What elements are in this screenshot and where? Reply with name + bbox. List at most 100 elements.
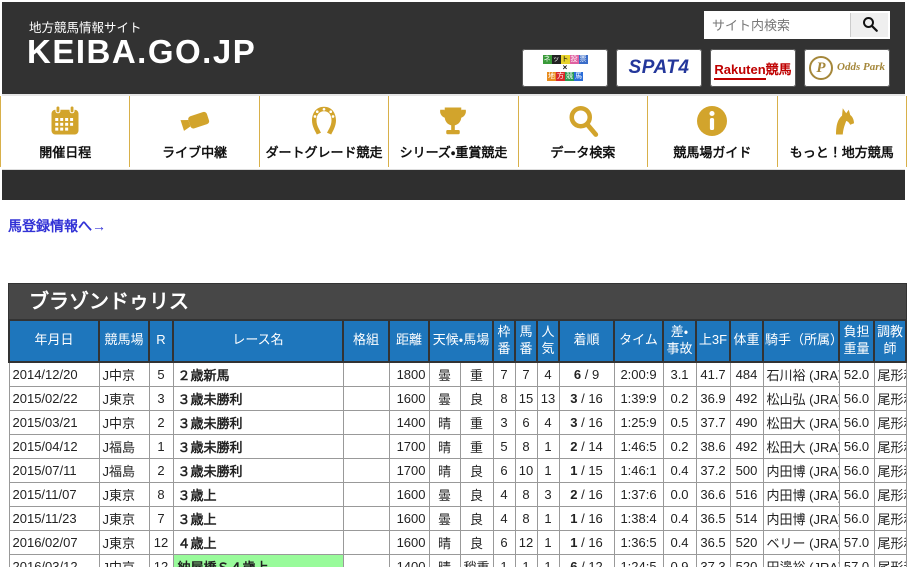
cell-margin: 0.2 bbox=[662, 385, 697, 411]
cell-time: 2:00:9 bbox=[613, 361, 664, 387]
nav-item-data-kensaku[interactable]: データ検索 bbox=[517, 96, 647, 167]
cell-frame-number: 1 bbox=[492, 553, 516, 567]
col-weather-going: 天候・馬場 bbox=[427, 319, 495, 363]
nav-item-series-jusho[interactable]: シリーズ・重賞競走 bbox=[388, 96, 517, 167]
table-row: 2015/04/12 J福島 1 ３歳未勝利 1700 晴 重 5 8 1 2 … bbox=[8, 433, 907, 459]
cell-race-number: 5 bbox=[148, 361, 174, 387]
cell-going: 重 bbox=[459, 361, 494, 387]
cell-going: 重 bbox=[459, 409, 494, 435]
cell-date: 2016/02/07 bbox=[8, 529, 100, 555]
cell-popularity: 4 bbox=[536, 361, 560, 387]
table-row: 2016/02/07 J東京 12 ４歳上 1600 晴 良 6 12 1 1 … bbox=[8, 529, 907, 555]
cell-finish: 6 / 9 bbox=[558, 361, 615, 387]
cell-frame-number: 5 bbox=[492, 433, 516, 459]
cell-going: 良 bbox=[459, 529, 494, 555]
net-vote-chihou-keiba-logo[interactable]: ネ ッ ト 投 票 × 地 方 競 馬 bbox=[522, 49, 608, 87]
nav-item-dirt-grade[interactable]: ダートグレード競走 bbox=[258, 96, 388, 167]
cell-race-name: ３歳未勝利 bbox=[172, 409, 344, 435]
cell-weather: 晴 bbox=[428, 529, 461, 555]
table-row: 2015/11/07 J東京 8 ３歳上 1600 曇 良 4 8 3 2 / … bbox=[8, 481, 907, 507]
cell-track: J東京 bbox=[98, 385, 150, 411]
horse-registration-link[interactable]: 馬登録情報へ→ bbox=[8, 218, 106, 234]
cell-last-3f: 37.7 bbox=[695, 409, 731, 435]
col-margin: 差・ 事故 bbox=[662, 319, 698, 363]
spat4-logo[interactable]: SPAT4 bbox=[616, 49, 702, 87]
cell-date: 2015/04/12 bbox=[8, 433, 100, 459]
col-race-number: R bbox=[148, 319, 174, 363]
cell-race-name: ３歳上 bbox=[172, 505, 344, 531]
cell-body-weight: 520 bbox=[729, 529, 764, 555]
rakuten-keiba-logo[interactable]: Rakuten競馬 bbox=[710, 49, 796, 87]
cell-time: 1:46:1 bbox=[613, 457, 664, 483]
magnifier-icon bbox=[565, 103, 601, 139]
cell-popularity: 3 bbox=[536, 481, 560, 507]
cell-finish: 1 / 15 bbox=[558, 457, 615, 483]
cell-margin: 3.1 bbox=[662, 361, 697, 387]
nav-item-kaisai-nittei[interactable]: 開催日程 bbox=[0, 96, 129, 167]
cell-weather: 晴 bbox=[428, 433, 461, 459]
cell-grade bbox=[342, 553, 390, 567]
cell-date: 2015/11/23 bbox=[8, 505, 100, 531]
nav-item-live-chukei[interactable]: ライブ中継 bbox=[129, 96, 258, 167]
cell-weather: 曇 bbox=[428, 361, 461, 387]
cell-track: J東京 bbox=[98, 505, 150, 531]
nav-item-motto-chihou-keiba[interactable]: もっと！地方競馬 bbox=[776, 96, 907, 167]
cell-finish: 2 / 14 bbox=[558, 433, 615, 459]
table-row: 2016/03/12 J中京 12 納屋橋Ｓ４歳上 1400 晴 稍重 1 1 … bbox=[8, 553, 907, 567]
cell-weather: 曇 bbox=[428, 385, 461, 411]
table-row: 2015/11/23 J東京 7 ３歳上 1600 曇 良 4 8 1 1 / … bbox=[8, 505, 907, 531]
cell-horse-number: 7 bbox=[514, 361, 538, 387]
horseshoe-icon bbox=[306, 103, 342, 139]
cell-date: 2014/12/20 bbox=[8, 361, 100, 387]
cell-track: J福島 bbox=[98, 433, 150, 459]
cell-distance: 1600 bbox=[388, 505, 430, 531]
cell-jockey: 内田博 (JRA) bbox=[762, 457, 840, 483]
cell-margin: 0.9 bbox=[662, 553, 697, 567]
site-logo[interactable]: KEIBA.GO.JP bbox=[27, 33, 257, 70]
cell-horse-number: 15 bbox=[514, 385, 538, 411]
cell-margin: 0.4 bbox=[662, 505, 697, 531]
cell-jockey: 松山弘 (JRA) bbox=[762, 385, 840, 411]
table-row: 2014/12/20 J中京 5 ２歳新馬 1800 曇 重 7 7 4 6 /… bbox=[8, 361, 907, 387]
site-tagline: 地方競馬情報サイト bbox=[29, 21, 142, 35]
col-frame-number: 枠 番 bbox=[492, 319, 517, 363]
oddspark-logo[interactable]: P Odds Park bbox=[804, 49, 890, 87]
col-distance: 距離 bbox=[388, 319, 430, 363]
cell-race-number: 3 bbox=[148, 385, 174, 411]
cell-finish: 1 / 16 bbox=[558, 529, 615, 555]
cell-trainer: 尾形和 bbox=[873, 529, 907, 555]
cell-grade bbox=[342, 529, 390, 555]
cell-last-3f: 37.3 bbox=[695, 553, 731, 567]
search-input[interactable] bbox=[706, 13, 850, 37]
search-button[interactable] bbox=[850, 13, 888, 37]
cell-date: 2015/11/07 bbox=[8, 481, 100, 507]
cell-date: 2015/07/11 bbox=[8, 457, 100, 483]
cell-grade bbox=[342, 385, 390, 411]
table-row: 2015/07/11 J福島 2 ３歳未勝利 1700 晴 良 6 10 1 1… bbox=[8, 457, 907, 483]
cell-load-weight: 56.0 bbox=[838, 481, 875, 507]
nav-label: ダートグレード競走 bbox=[265, 144, 383, 160]
cell-margin: 0.2 bbox=[662, 433, 697, 459]
col-trainer: 調教師 bbox=[873, 319, 907, 363]
cell-race-name: ３歳未勝利 bbox=[172, 433, 344, 459]
cell-race-name: ４歳上 bbox=[172, 529, 344, 555]
cell-distance: 1400 bbox=[388, 409, 430, 435]
cell-finish: 2 / 16 bbox=[558, 481, 615, 507]
cell-date: 2016/03/12 bbox=[8, 553, 100, 567]
cell-track: J中京 bbox=[98, 361, 150, 387]
col-time: タイム bbox=[613, 319, 665, 363]
cell-grade bbox=[342, 433, 390, 459]
cell-jockey: 内田博 (JRA) bbox=[762, 505, 840, 531]
cell-jockey: 内田博 (JRA) bbox=[762, 481, 840, 507]
cell-load-weight: 56.0 bbox=[838, 505, 875, 531]
cell-time: 1:38:4 bbox=[613, 505, 664, 531]
cell-margin: 0.4 bbox=[662, 457, 697, 483]
cell-horse-number: 12 bbox=[514, 529, 538, 555]
horse-head-icon bbox=[824, 103, 860, 139]
cell-race-name: ３歳上 bbox=[172, 481, 344, 507]
cell-load-weight: 57.0 bbox=[838, 529, 875, 555]
trophy-icon bbox=[435, 103, 471, 139]
site-header: 地方競馬情報サイト KEIBA.GO.JP ネ ッ ト bbox=[2, 2, 905, 96]
cell-going: 良 bbox=[459, 505, 494, 531]
nav-item-keibajo-guide[interactable]: 競馬場ガイド bbox=[647, 96, 776, 167]
